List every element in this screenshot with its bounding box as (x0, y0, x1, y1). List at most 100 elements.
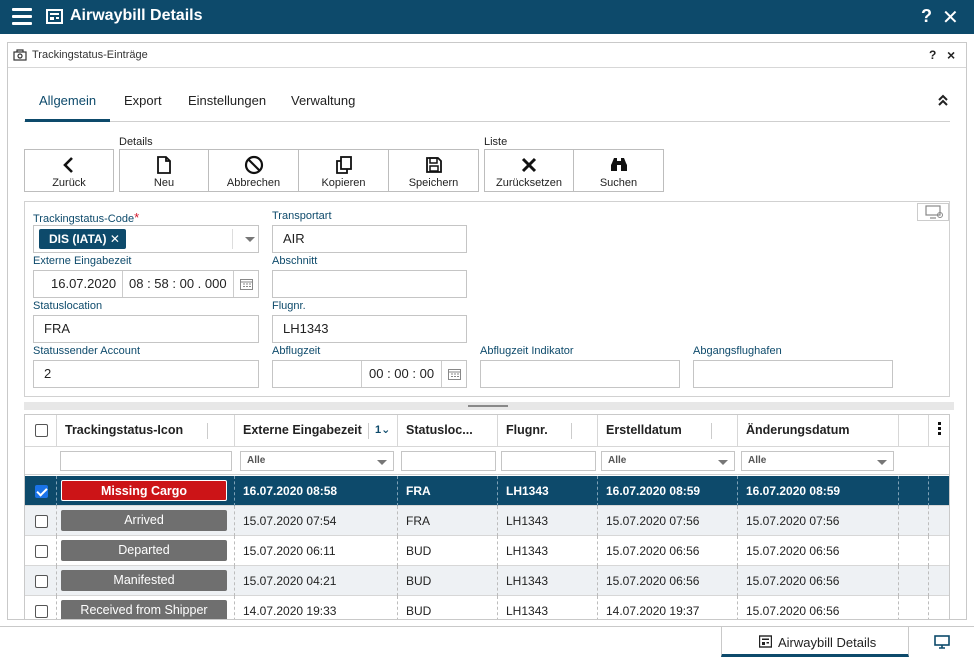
chevron-down-icon[interactable] (245, 237, 255, 242)
cell-externe-eingabezeit: 16.07.2020 08:58 (235, 476, 398, 506)
row-checkbox[interactable] (35, 515, 48, 528)
airwaybill-document-icon (759, 635, 772, 648)
panel-close-icon[interactable]: × (947, 47, 956, 63)
cell-flugnr: LH1343 (498, 506, 598, 536)
col-flugnr[interactable]: Flugnr. (498, 415, 598, 447)
cell-trackingstatus-icon: Arrived (57, 506, 235, 536)
new-label: Neu (153, 177, 175, 189)
tab-verwaltung[interactable]: Verwaltung (291, 93, 356, 108)
taskbar-tab-airwaybill[interactable]: Airwaybill Details (721, 627, 909, 657)
filter-flugnr[interactable] (501, 451, 596, 471)
back-button[interactable]: Zurück (24, 149, 114, 192)
close-icon[interactable]: ✕ (942, 7, 959, 29)
tab-einstellungen[interactable]: Einstellungen (188, 93, 267, 108)
new-button[interactable]: Neu (119, 149, 209, 192)
statuslocation-label: Statuslocation (33, 300, 103, 312)
col-label: Erstelldatum (606, 423, 682, 437)
col-label: Trackingstatus-Icon (65, 423, 184, 437)
search-label: Suchen (599, 177, 638, 189)
calendar-icon[interactable] (448, 368, 461, 380)
cell-flugnr: LH1343 (498, 476, 598, 506)
tab-allgemein[interactable]: Allgemein (39, 93, 97, 108)
filter-externe-eingabezeit[interactable]: Alle (240, 451, 394, 471)
help-icon[interactable]: ? (921, 6, 932, 26)
cell-trackingstatus-icon: Manifested (57, 566, 235, 596)
row-checkbox[interactable] (35, 575, 48, 588)
cell-trackingstatus-icon: Departed (57, 536, 235, 566)
filter-erstelldatum[interactable]: Alle (601, 451, 735, 471)
monitor-icon[interactable] (934, 635, 950, 649)
cell-aenderungsdatum: 15.07.2020 06:56 (738, 536, 899, 566)
hamburger-menu-icon[interactable] (12, 8, 32, 26)
trackingstatus-code-select[interactable]: DIS (IATA) ✕ (33, 225, 259, 253)
table-row[interactable]: Arrived 15.07.2020 07:54 FRA LH1343 15.07.20… (25, 506, 949, 536)
chevron-left-icon (63, 157, 73, 173)
row-checkbox[interactable] (35, 605, 48, 618)
col-aenderungsdatum[interactable]: Änderungsdatum (738, 415, 899, 447)
reset-button[interactable]: Zurücksetzen (484, 149, 574, 192)
save-icon (425, 157, 442, 173)
statussender-account-field[interactable]: 2 (33, 360, 259, 388)
panel-help-icon[interactable]: ? (929, 48, 937, 62)
cell-externe-eingabezeit: 14.07.2020 19:33 (235, 596, 398, 619)
screen-settings-icon[interactable] (917, 203, 949, 221)
cell-erstelldatum: 14.07.2020 19:37 (598, 596, 738, 619)
col-externe-eingabezeit[interactable]: Externe Eingabezeit 1⌄ (235, 415, 398, 447)
col-trackingstatus-icon[interactable]: Trackingstatus-Icon (57, 415, 235, 447)
abgangsflughafen-field[interactable] (693, 360, 893, 388)
search-button[interactable]: Suchen (573, 149, 664, 192)
select-all-checkbox[interactable] (35, 424, 48, 437)
collapse-chevrons-icon[interactable] (936, 93, 950, 107)
externe-eingabezeit-field[interactable]: 16.07.2020 08 : 58 : 00 . 000 (33, 270, 259, 298)
remove-chip-icon[interactable]: ✕ (109, 232, 120, 246)
table-row[interactable]: Missing Cargo 16.07.2020 08:58 FRA LH1343 16… (25, 476, 949, 506)
status-badge: Departed (61, 540, 227, 561)
calendar-icon[interactable] (240, 278, 253, 290)
date-value: 16.07.2020 (51, 276, 117, 291)
panel-header: Trackingstatus-Einträge ? × (8, 43, 966, 68)
abflugzeit-field[interactable]: 00 : 00 : 00 (272, 360, 467, 388)
app-header: Airwaybill Details ? ✕ (0, 0, 974, 34)
col-spacer (899, 415, 929, 447)
cell-select (25, 506, 57, 536)
cell-statuslocation: FRA (398, 476, 498, 506)
col-label: Änderungsdatum (746, 423, 850, 437)
row-checkbox[interactable] (35, 485, 48, 498)
statuslocation-field[interactable]: FRA (33, 315, 259, 343)
airwaybill-document-icon (46, 9, 63, 24)
cell-trackingstatus-icon: Received from Shipper (57, 596, 235, 619)
pane-splitter[interactable] (24, 402, 954, 410)
reset-x-icon (521, 157, 537, 173)
cancel-button[interactable]: Abbrechen (208, 149, 299, 192)
table-row[interactable]: Received from Shipper 14.07.2020 19:33 BUD… (25, 596, 949, 619)
abflugzeit-indikator-label: Abflugzeit Indikator (480, 345, 574, 357)
col-statuslocation[interactable]: Statusloc... (398, 415, 498, 447)
table-row[interactable]: Departed 15.07.2020 06:11 BUD LH1343 15.07.2… (25, 536, 949, 566)
flugnr-field[interactable]: LH1343 (272, 315, 467, 343)
cell-spacer (899, 536, 929, 566)
status-badge: Manifested (61, 570, 227, 591)
cell-trackingstatus-icon: Missing Cargo (57, 476, 235, 506)
cell-aenderungsdatum: 15.07.2020 06:56 (738, 596, 899, 619)
chevron-down-icon (877, 460, 887, 465)
filter-aenderungsdatum[interactable]: Alle (741, 451, 894, 471)
group-label-details: Details (119, 136, 153, 148)
cell-spacer (899, 596, 929, 619)
abflugzeit-indikator-field[interactable] (480, 360, 680, 388)
abschnitt-field[interactable] (272, 270, 467, 298)
cell-statuslocation: BUD (398, 566, 498, 596)
chevron-down-icon (718, 460, 728, 465)
tab-export[interactable]: Export (124, 93, 162, 108)
column-menu-icon[interactable] (938, 422, 941, 435)
row-checkbox[interactable] (35, 545, 48, 558)
abflugzeit-label: Abflugzeit (272, 345, 321, 357)
copy-label: Kopieren (321, 177, 366, 189)
transportart-field[interactable]: AIR (272, 225, 467, 253)
table-row[interactable]: Manifested 15.07.2020 04:21 BUD LH1343 15.07… (25, 566, 949, 596)
save-button[interactable]: Speichern (388, 149, 479, 192)
splitter-grip[interactable] (468, 405, 508, 407)
filter-statuslocation[interactable] (401, 451, 496, 471)
col-erstelldatum[interactable]: Erstelldatum (598, 415, 738, 447)
filter-trackingstatus-icon[interactable] (60, 451, 232, 471)
copy-button[interactable]: Kopieren (298, 149, 389, 192)
